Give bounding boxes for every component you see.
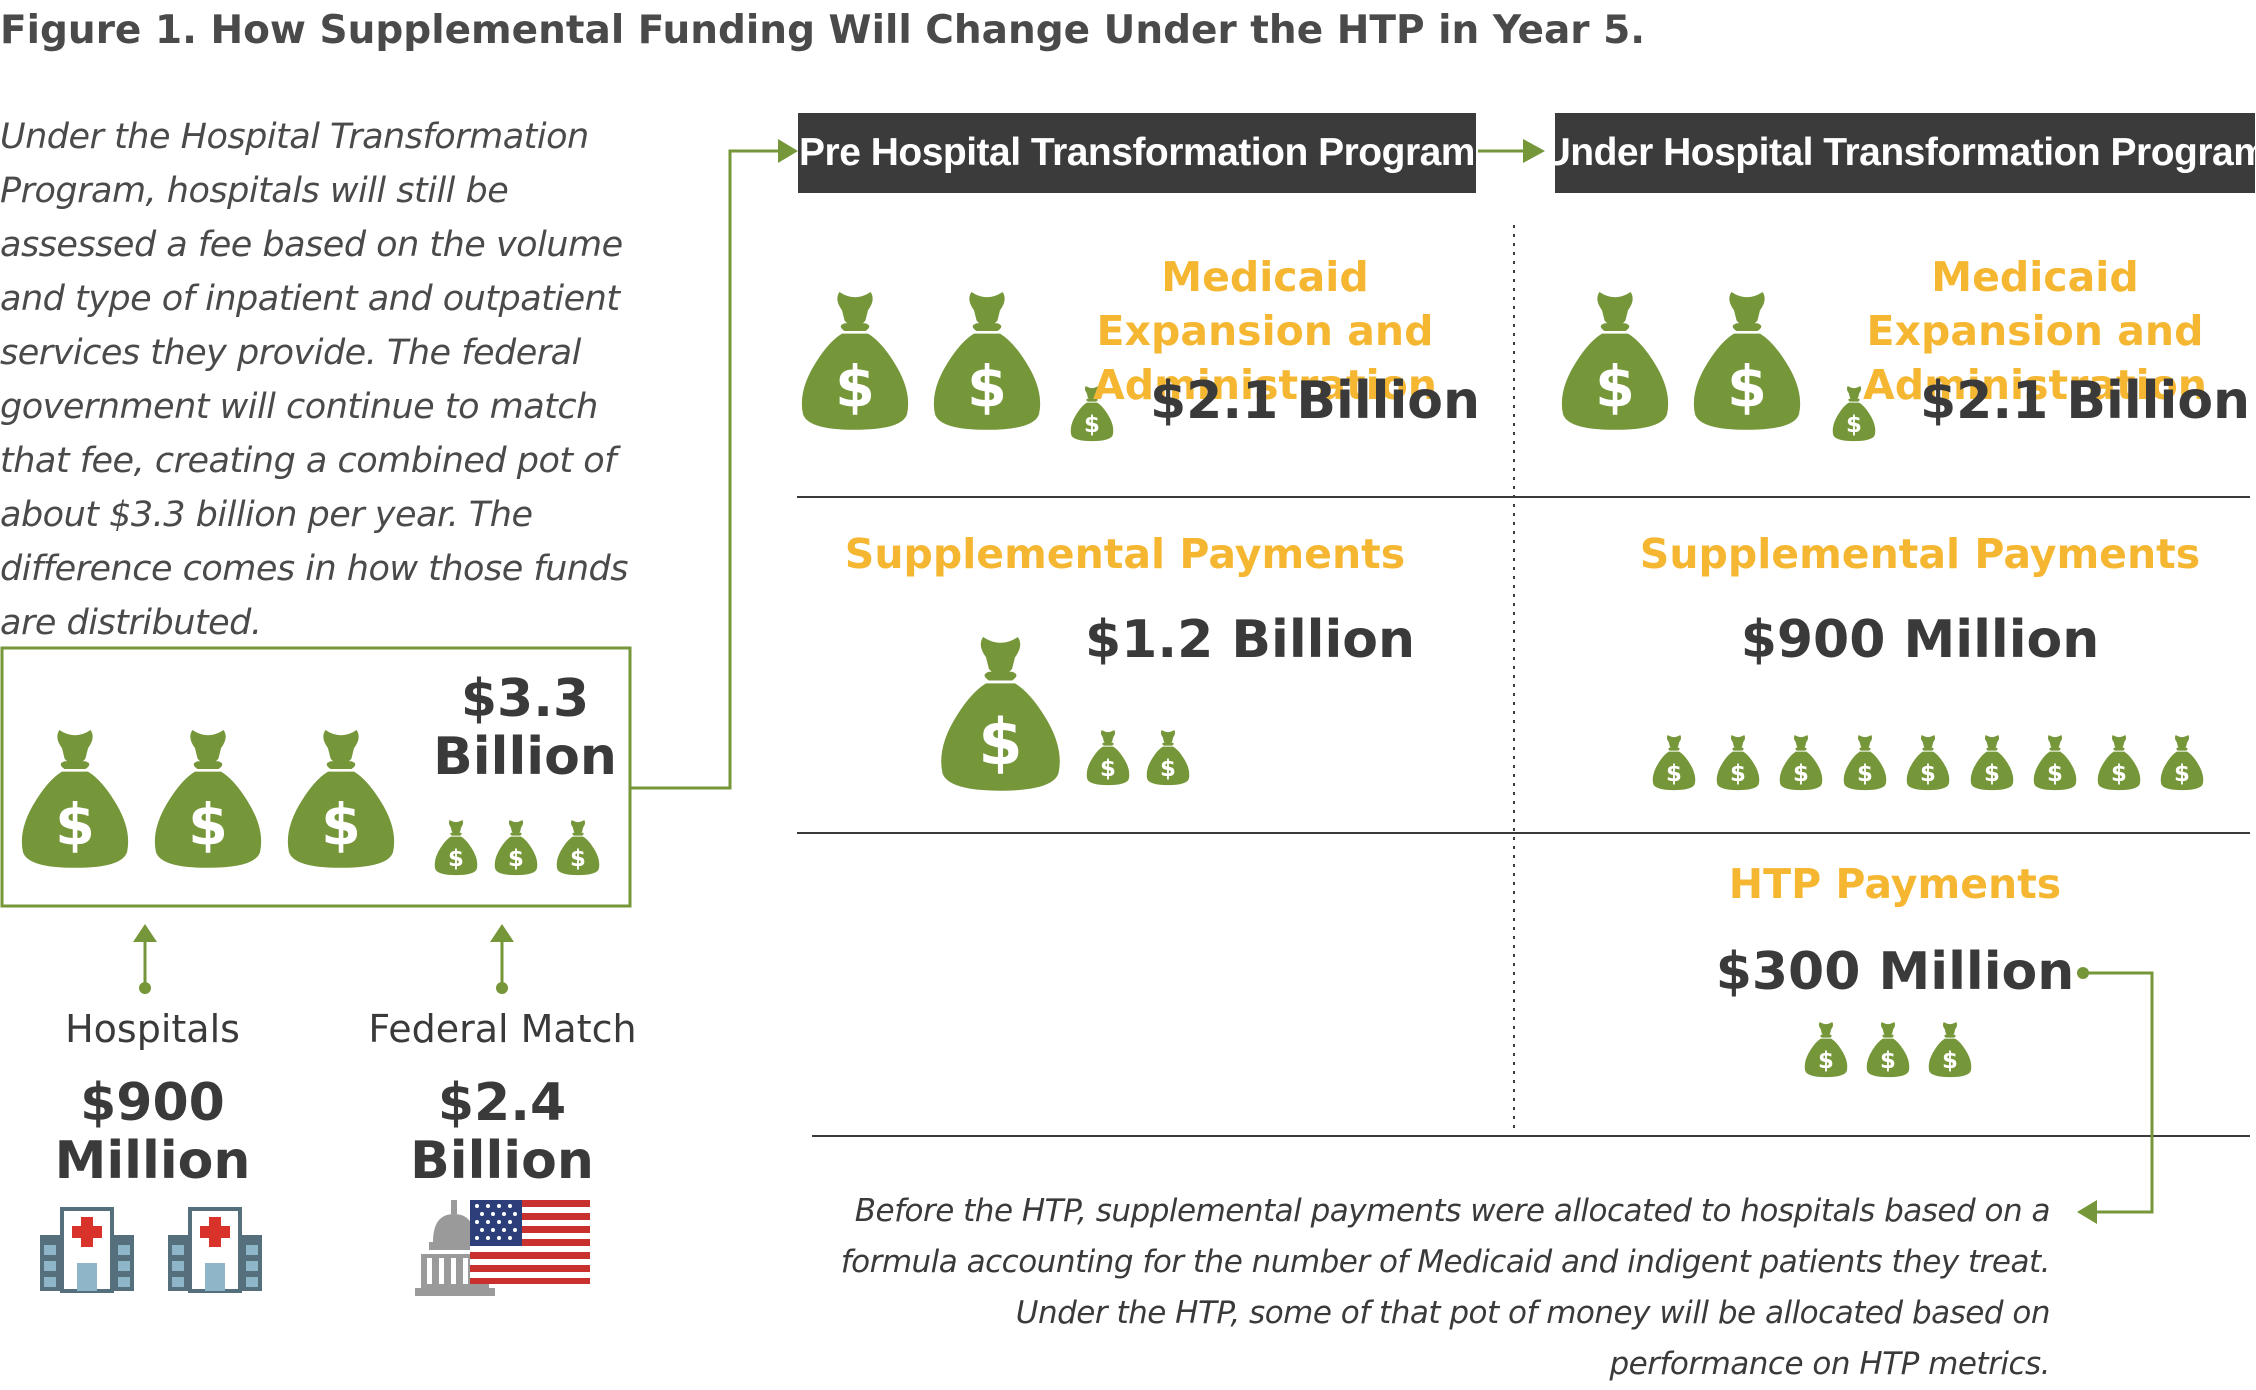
money-bag-icon <box>494 820 538 876</box>
intro-paragraph: Under the Hospital Transformation Progra… <box>0 117 629 643</box>
money-bag-icon <box>801 292 909 430</box>
money-bag-icon <box>1652 735 1696 791</box>
money-bag-icon <box>1086 730 1130 786</box>
money-bag-icon <box>21 730 129 868</box>
pre-medicaid-label: Medicaid Expansion and Administration <box>1093 253 1437 409</box>
pre-medicaid-amount: $2.1 Billion <box>1149 371 1481 431</box>
hospitals-amount: $900 Million <box>54 1073 251 1191</box>
connector-line <box>630 149 778 790</box>
money-bag-icon <box>287 730 395 868</box>
money-bag-icon <box>1561 292 1669 430</box>
arrow-right-icon <box>778 139 798 163</box>
federal-match-label: Federal Match <box>368 1007 637 1051</box>
under-supplemental-amount: $900 Million <box>1740 610 2100 670</box>
footnote: Before the HTP, supplemental payments we… <box>840 1193 2051 1382</box>
money-bag-icon <box>1928 1022 1972 1078</box>
arrow-up-icon <box>133 924 157 942</box>
footnote-connector <box>2083 971 2154 1214</box>
money-bag-icon <box>1716 735 1759 791</box>
money-bag-icon <box>1970 735 2013 791</box>
pre-supplemental-label: Supplemental Payments <box>844 530 1406 578</box>
pre-supplemental-amount: $1.2 Billion <box>1084 610 1416 670</box>
federal-match-amount: $2.4 Billion <box>410 1073 594 1191</box>
money-bag-icon <box>2097 735 2140 791</box>
arrow-left-icon <box>2077 1200 2097 1224</box>
connector-layer <box>0 139 2250 1224</box>
money-bag-icon <box>933 292 1041 430</box>
money-bag-icon <box>434 820 478 876</box>
money-bag-icon <box>154 730 262 868</box>
money-bag-icon <box>1866 1022 1910 1078</box>
total-funding-box <box>0 646 632 908</box>
arrow-right-icon <box>1523 139 1545 163</box>
money-bag-icon <box>556 820 600 876</box>
money-bag-icon <box>2160 735 2204 791</box>
money-bag-icon <box>1779 735 1823 791</box>
under-supplemental-label: Supplemental Payments <box>1639 530 2201 578</box>
htp-payments-amount: $300 Million <box>1715 942 2075 1002</box>
header-pre-htp: Pre Hospital Transformation Program <box>798 113 1476 193</box>
hospital-icon <box>168 1207 262 1293</box>
money-bag-icon <box>1843 735 1886 791</box>
total-amount: $3.3 Billion <box>433 669 617 787</box>
us-flag-icon <box>470 1200 590 1284</box>
under-supplemental-bags <box>1648 725 2208 797</box>
under-medicaid-label: Medicaid Expansion and Administration <box>1863 253 2207 409</box>
hospital-icon <box>40 1207 134 1293</box>
money-bag-icon <box>1906 735 1950 791</box>
under-medicaid-amount: $2.1 Billion <box>1920 371 2251 431</box>
htp-payments-label: HTP Payments <box>1728 860 2062 908</box>
money-bag-icon <box>1804 1022 1848 1078</box>
money-bag-icon <box>1693 292 1801 430</box>
money-bag-icon <box>1146 730 1190 786</box>
hospitals-label: Hospitals <box>65 1007 240 1051</box>
money-bag-icon <box>2033 735 2077 791</box>
money-bag-icon <box>941 637 1060 791</box>
figure-title: Figure 1. How Supplemental Funding Will … <box>0 8 1646 53</box>
arrow-up-icon <box>490 924 514 942</box>
header-under-htp: Under Hospital Transformation Program <box>1543 113 2256 193</box>
